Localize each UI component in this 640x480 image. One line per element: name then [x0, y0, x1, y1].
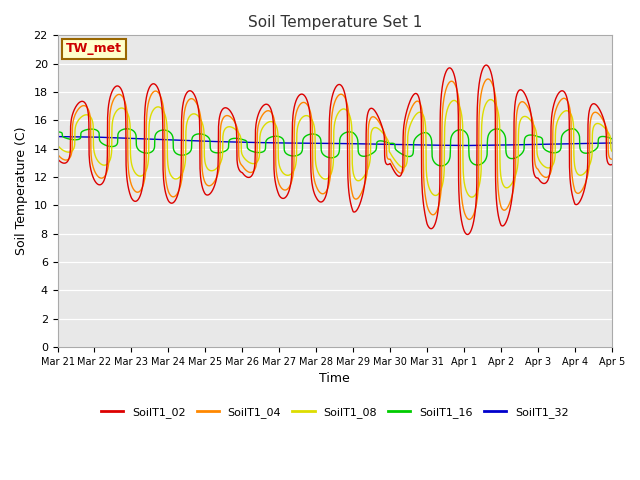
SoilT1_02 — [351, 209, 358, 215]
SoilT1_04 — [363, 172, 371, 178]
SoilT1_04 — [484, 76, 492, 82]
SoilT1_02 — [559, 88, 567, 94]
SoilT1_02 — [363, 118, 371, 123]
SoilT1_04 — [608, 156, 616, 162]
SoilT1_32 — [559, 141, 567, 147]
X-axis label: Time: Time — [319, 372, 350, 385]
SoilT1_32 — [575, 141, 582, 146]
SoilT1_32 — [608, 140, 616, 146]
SoilT1_16 — [363, 153, 371, 159]
SoilT1_16 — [209, 149, 216, 155]
SoilT1_02 — [608, 162, 616, 168]
SoilT1_08 — [608, 148, 616, 154]
Legend: SoilT1_02, SoilT1_04, SoilT1_08, SoilT1_16, SoilT1_32: SoilT1_02, SoilT1_04, SoilT1_08, SoilT1_… — [96, 402, 573, 422]
Line: SoilT1_08: SoilT1_08 — [58, 99, 612, 197]
SoilT1_02 — [464, 231, 472, 237]
SoilT1_08 — [497, 166, 504, 171]
Line: SoilT1_16: SoilT1_16 — [58, 129, 612, 166]
SoilT1_08 — [363, 169, 371, 175]
Text: TW_met: TW_met — [66, 42, 122, 56]
SoilT1_04 — [559, 96, 567, 101]
SoilT1_04 — [465, 216, 473, 222]
SoilT1_32 — [351, 141, 358, 146]
SoilT1_02 — [575, 200, 582, 206]
SoilT1_32 — [496, 142, 504, 148]
SoilT1_08 — [468, 194, 476, 200]
SoilT1_04 — [575, 191, 582, 196]
SoilT1_16 — [438, 163, 445, 169]
SoilT1_08 — [208, 168, 216, 174]
SoilT1_32 — [54, 134, 61, 140]
SoilT1_04 — [497, 201, 504, 206]
SoilT1_02 — [483, 62, 490, 68]
SoilT1_16 — [575, 131, 582, 137]
SoilT1_16 — [497, 127, 504, 132]
SoilT1_32 — [208, 139, 216, 144]
Title: Soil Temperature Set 1: Soil Temperature Set 1 — [248, 15, 422, 30]
SoilT1_08 — [54, 142, 61, 148]
Line: SoilT1_32: SoilT1_32 — [58, 137, 612, 145]
SoilT1_08 — [575, 172, 582, 178]
SoilT1_02 — [208, 188, 216, 194]
Line: SoilT1_04: SoilT1_04 — [58, 79, 612, 219]
SoilT1_16 — [351, 132, 358, 137]
SoilT1_08 — [351, 175, 358, 180]
SoilT1_04 — [351, 196, 358, 202]
SoilT1_16 — [608, 136, 616, 142]
SoilT1_16 — [54, 129, 61, 135]
SoilT1_02 — [497, 220, 504, 226]
SoilT1_02 — [54, 156, 61, 162]
SoilT1_08 — [559, 109, 567, 115]
SoilT1_04 — [54, 151, 61, 157]
SoilT1_04 — [208, 181, 216, 187]
SoilT1_32 — [363, 141, 371, 147]
Line: SoilT1_02: SoilT1_02 — [58, 65, 612, 234]
SoilT1_32 — [460, 143, 468, 148]
SoilT1_08 — [487, 96, 495, 102]
SoilT1_16 — [559, 131, 567, 136]
SoilT1_16 — [124, 126, 131, 132]
Y-axis label: Soil Temperature (C): Soil Temperature (C) — [15, 127, 28, 255]
